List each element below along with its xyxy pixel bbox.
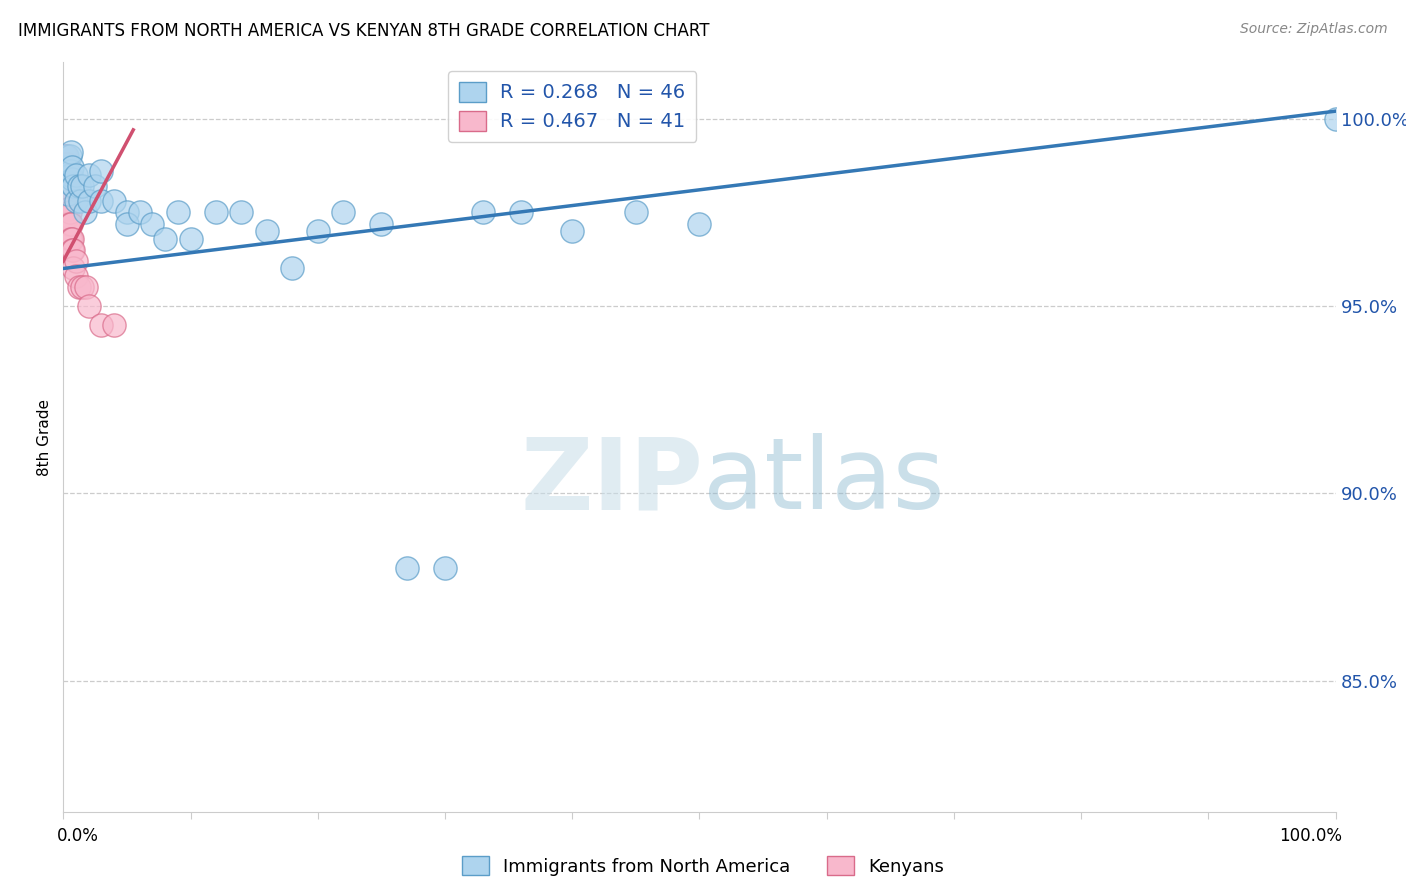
Point [281,261,304,276]
Point [55,164,77,178]
Point [59,164,82,178]
Point [60,231,83,245]
Point [59,231,82,245]
Point [59,217,82,231]
Point [58,168,80,182]
Legend: Immigrants from North America, Kenyans: Immigrants from North America, Kenyans [454,849,952,883]
Point [115,205,138,219]
Text: atlas: atlas [703,434,945,530]
Point [59,145,82,160]
Point [60,243,83,257]
Point [72,179,94,194]
Point [53,164,76,178]
Point [205,205,228,219]
Point [56,156,79,170]
Point [434,561,457,575]
Point [58,194,80,208]
Point [62,261,84,276]
Point [55,161,77,175]
Point [55,179,77,194]
Legend: R = 0.268   N = 46, R = 0.467   N = 41: R = 0.268 N = 46, R = 0.467 N = 41 [449,71,696,142]
Point [332,205,354,219]
Text: Source: ZipAtlas.com: Source: ZipAtlas.com [1240,22,1388,37]
Point [55,186,77,201]
Point [370,217,392,231]
Point [65,268,87,283]
Point [59,217,82,231]
Point [53,156,76,170]
Point [65,194,87,208]
Y-axis label: 8th Grade: 8th Grade [37,399,52,475]
Point [60,171,83,186]
Point [55,156,77,170]
Point [53,171,76,186]
Point [141,217,163,231]
Point [53,149,76,163]
Point [58,164,80,178]
Point [55,194,77,208]
Point [59,168,82,182]
Point [58,179,80,194]
Point [53,183,76,197]
Point [75,280,97,294]
Point [65,168,87,182]
Point [166,205,188,219]
Point [56,164,79,178]
Point [72,280,94,294]
Text: 100.0%: 100.0% [1279,827,1343,845]
Point [90,164,112,178]
Point [56,171,79,186]
Point [307,224,329,238]
Point [62,179,84,194]
Point [56,149,79,163]
Point [60,161,83,175]
Point [77,299,100,313]
Text: ZIP: ZIP [520,434,703,530]
Point [624,205,647,219]
Point [103,194,125,208]
Point [58,186,80,201]
Point [84,179,107,194]
Point [59,231,82,245]
Point [395,561,418,575]
Point [67,280,90,294]
Point [58,202,80,216]
Point [77,168,100,182]
Point [561,224,583,238]
Point [65,254,87,268]
Point [472,205,495,219]
Point [128,205,150,219]
Point [56,179,79,194]
Point [56,175,79,189]
Point [510,205,533,219]
Point [67,179,90,194]
Point [69,194,91,208]
Point [55,149,77,163]
Point [256,224,278,238]
Point [231,205,253,219]
Point [77,194,100,208]
Point [689,217,711,231]
Point [62,243,84,257]
Point [115,217,138,231]
Point [59,205,82,219]
Point [58,217,80,231]
Point [1324,112,1347,126]
Point [103,318,125,332]
Point [90,318,112,332]
Point [90,194,112,208]
Point [153,231,176,245]
Point [58,209,80,223]
Text: IMMIGRANTS FROM NORTH AMERICA VS KENYAN 8TH GRADE CORRELATION CHART: IMMIGRANTS FROM NORTH AMERICA VS KENYAN … [18,22,710,40]
Point [73,205,96,219]
Text: 0.0%: 0.0% [56,827,98,845]
Point [59,149,82,163]
Point [180,231,202,245]
Point [56,186,79,201]
Point [58,186,80,201]
Point [56,194,79,208]
